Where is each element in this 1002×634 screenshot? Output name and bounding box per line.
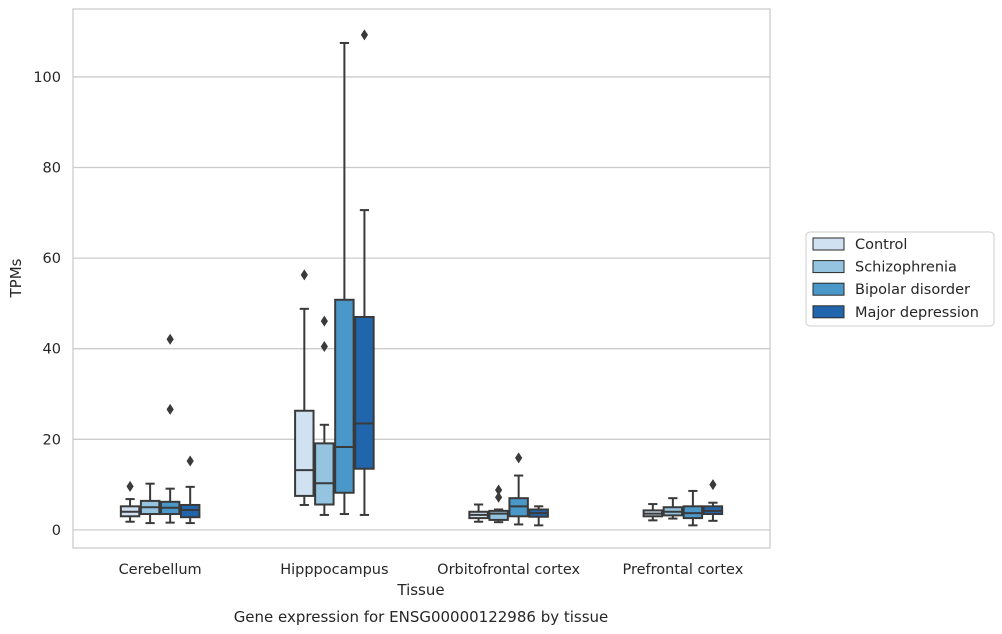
box-body [294, 409, 315, 497]
y-tick-labels: 0 20 40 60 80 100 [33, 70, 61, 539]
legend: Control Schizophrenia Bipolar disorder Majo… [805, 231, 995, 327]
outlier-point [186, 455, 194, 467]
x-tick-label: Prefrontal cortex [622, 562, 743, 578]
box [488, 484, 509, 524]
legend-entry-label: Major depression [855, 305, 979, 321]
box [119, 480, 141, 523]
legend-entry-label: Control [855, 237, 907, 253]
outlier-point [300, 269, 308, 281]
box [179, 455, 201, 525]
outlier-point [709, 479, 717, 491]
outlier-point [320, 340, 328, 352]
outlier-point [515, 452, 523, 464]
legend-swatch [812, 260, 845, 274]
outlier-point [360, 29, 369, 41]
outlier-point [320, 315, 328, 327]
box [662, 497, 684, 520]
legend-entry-label: Schizophrenia [855, 260, 957, 276]
box [354, 29, 375, 516]
outlier-point [166, 333, 174, 345]
plot-area-frame [72, 8, 771, 549]
legend-entry-label: Bipolar disorder [855, 282, 970, 298]
box-body [354, 316, 375, 470]
outlier-point [126, 480, 134, 492]
box [642, 503, 664, 522]
box-body [488, 509, 509, 521]
outlier-point [166, 403, 174, 415]
box [314, 315, 335, 516]
box-body [314, 442, 335, 506]
box [334, 41, 355, 516]
y-tick-label: 40 [43, 342, 61, 358]
y-tick-label: 20 [43, 432, 61, 448]
chart-caption: Gene expression for ENSG00000122986 by t… [234, 608, 609, 626]
y-tick-label: 60 [43, 251, 61, 267]
x-tick-label: Orbitofrontal cortex [437, 562, 580, 578]
x-tick-labels: Cerebellum Hipppocampus Orbitofrontal cort… [119, 562, 744, 578]
box [139, 482, 161, 525]
box [294, 269, 315, 506]
legend-swatch [812, 305, 845, 319]
box [159, 333, 181, 524]
box-body [334, 298, 355, 494]
x-tick-label: Hipppocampus [280, 562, 388, 578]
y-axis-title: TPMs [7, 258, 25, 298]
box [508, 452, 529, 526]
y-tick-label: 0 [52, 523, 61, 539]
x-axis-title: Tissue [396, 581, 444, 599]
gridlines [73, 76, 770, 531]
box [702, 479, 724, 522]
box [468, 503, 489, 523]
legend-frame [805, 231, 995, 327]
outlier-point [495, 484, 503, 496]
x-tick-label: Cerebellum [119, 562, 202, 578]
y-tick-label: 80 [43, 161, 61, 177]
outlier-point [495, 491, 503, 503]
box-body [179, 503, 201, 519]
y-tick-label: 100 [33, 70, 61, 86]
box-layer [119, 29, 724, 527]
box [682, 489, 704, 527]
legend-swatch [812, 282, 845, 296]
legend-swatch [812, 237, 845, 251]
box [528, 505, 549, 527]
